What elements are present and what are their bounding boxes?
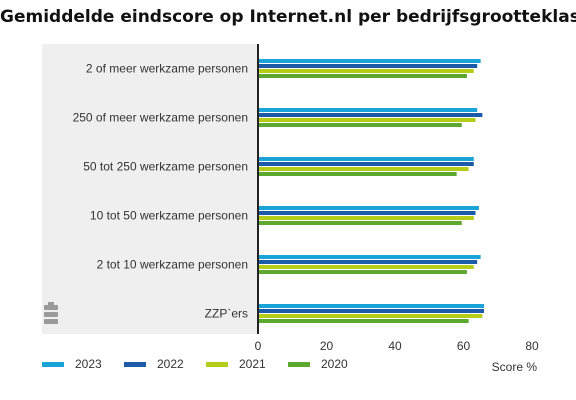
bar-2020 — [258, 319, 469, 323]
bar-2022 — [258, 211, 476, 215]
legend-swatch — [206, 362, 228, 367]
bar-2023 — [258, 206, 479, 210]
bar-2022 — [258, 64, 478, 68]
bar-2023 — [258, 108, 478, 112]
category-label-panel — [42, 44, 258, 334]
legend-item-2022: 2022 — [124, 357, 184, 371]
bar-2022 — [258, 260, 478, 264]
bar-2022 — [258, 162, 474, 166]
bar-2021 — [258, 167, 469, 171]
bar-2023 — [258, 255, 481, 259]
bar-2020 — [258, 221, 462, 225]
bars — [258, 59, 485, 323]
x-tick-label: 20 — [320, 339, 334, 353]
legend-swatch — [124, 362, 146, 367]
category-label: 10 tot 50 werkzame personen — [90, 209, 248, 223]
legend-label: 2020 — [321, 357, 348, 371]
bar-2023 — [258, 304, 485, 308]
database-icon — [44, 302, 58, 324]
bar-2020 — [258, 172, 457, 176]
legend-swatch — [42, 362, 64, 367]
chart-title: Gemiddelde eindscore op Internet.nl per … — [0, 7, 576, 27]
legend-label: 2022 — [157, 357, 184, 371]
legend-item-2021: 2021 — [206, 357, 266, 371]
legend-item-2023: 2023 — [42, 357, 102, 371]
legend-label: 2021 — [239, 357, 266, 371]
legend-swatch — [288, 362, 310, 367]
legend-item-2020: 2020 — [288, 357, 348, 371]
bar-2021 — [258, 265, 474, 269]
legend-label: 2023 — [75, 357, 102, 371]
bar-2023 — [258, 59, 481, 63]
x-axis-ticks: 0 20 40 60 80 — [255, 339, 539, 353]
bar-2020 — [258, 74, 467, 78]
bar-2020 — [258, 123, 462, 127]
bar-2021 — [258, 314, 483, 318]
category-label: 2 tot 10 werkzame personen — [97, 258, 248, 272]
x-tick-label: 80 — [525, 339, 539, 353]
bar-2022 — [258, 309, 485, 313]
legend: 2023 2022 2021 2020 — [42, 357, 348, 371]
x-tick-label: 60 — [457, 339, 471, 353]
bar-2023 — [258, 157, 474, 161]
category-label: 2 of meer werkzame personen — [86, 62, 248, 76]
bar-2021 — [258, 118, 476, 122]
x-tick-label: 40 — [388, 339, 402, 353]
category-label: ZZP`ers — [205, 307, 248, 321]
category-label: 250 of meer werkzame personen — [73, 111, 248, 125]
category-labels: 2 of meer werkzame personen 250 of meer w… — [73, 62, 248, 321]
category-label: 50 tot 250 werkzame personen — [83, 160, 248, 174]
bar-2021 — [258, 216, 474, 220]
x-axis-label: Score % — [492, 360, 538, 374]
x-tick-label: 0 — [255, 339, 262, 353]
bar-2021 — [258, 69, 474, 73]
bar-2020 — [258, 270, 467, 274]
bar-2022 — [258, 113, 483, 117]
